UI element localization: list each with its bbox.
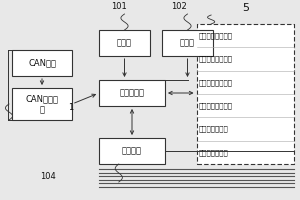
FancyBboxPatch shape xyxy=(196,24,294,164)
Text: 1: 1 xyxy=(68,103,73,112)
FancyBboxPatch shape xyxy=(12,88,72,120)
FancyBboxPatch shape xyxy=(99,138,165,164)
Text: 102: 102 xyxy=(171,2,186,11)
Text: CAN通讯模
块: CAN通讯模 块 xyxy=(26,94,58,114)
Text: 5: 5 xyxy=(242,3,250,13)
Text: 104: 104 xyxy=(40,172,56,181)
Text: 解析程序: 解析程序 xyxy=(122,146,142,156)
FancyBboxPatch shape xyxy=(12,50,72,76)
Text: 嵌入式芯片: 嵌入式芯片 xyxy=(119,88,145,98)
Text: 储能系统电压数据: 储能系统电压数据 xyxy=(199,32,233,39)
Text: CAN总线: CAN总线 xyxy=(28,58,56,68)
FancyBboxPatch shape xyxy=(99,30,150,56)
Text: 指示灯: 指示灯 xyxy=(117,39,132,48)
Text: 储能系统温度数据: 储能系统温度数据 xyxy=(199,79,233,86)
Text: 101: 101 xyxy=(111,2,126,11)
Text: 发动机温度数据: 发动机温度数据 xyxy=(199,149,229,156)
Text: 蜂鸣器: 蜂鸣器 xyxy=(180,39,195,48)
FancyBboxPatch shape xyxy=(162,30,213,56)
Text: 储能系统电流数据: 储能系统电流数据 xyxy=(199,56,233,62)
Text: 整车运行车速数据: 整车运行车速数据 xyxy=(199,102,233,109)
FancyBboxPatch shape xyxy=(99,80,165,106)
Text: 发动机转速数据: 发动机转速数据 xyxy=(199,126,229,132)
